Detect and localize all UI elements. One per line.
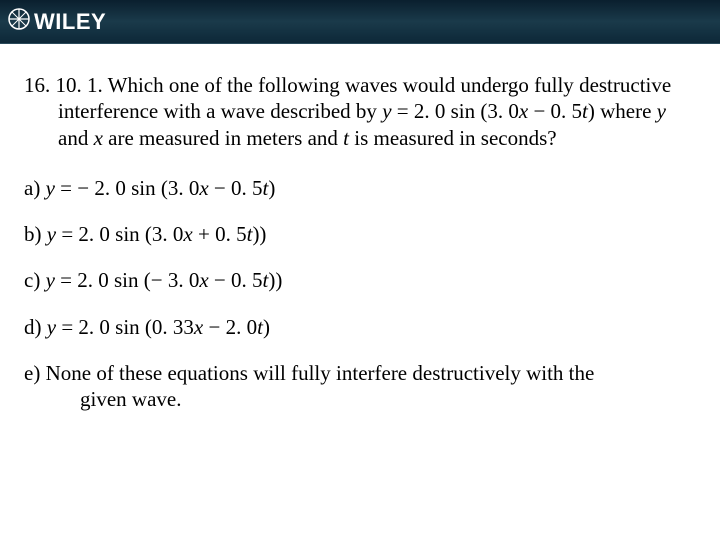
wiley-icon <box>8 8 30 36</box>
question-text: 16. 10. 1. Which one of the following wa… <box>24 72 696 151</box>
option-a: a) y = − 2. 0 sin (3. 0x − 0. 5t) <box>24 175 696 201</box>
option-d: d) y = 2. 0 sin (0. 33x − 2. 0t) <box>24 314 696 340</box>
brand-text: WILEY <box>34 9 106 35</box>
option-d-label: d) <box>24 315 47 339</box>
option-c-label: c) <box>24 268 46 292</box>
option-e-text1: None of these equations will fully inter… <box>46 361 595 385</box>
option-c: c) y = 2. 0 sin (− 3. 0x − 0. 5t)) <box>24 267 696 293</box>
header-bar: WILEY <box>0 0 720 44</box>
option-b: b) y = 2. 0 sin (3. 0x + 0. 5t)) <box>24 221 696 247</box>
options-list: a) y = − 2. 0 sin (3. 0x − 0. 5t) b) y =… <box>24 175 696 413</box>
slide-content: 16. 10. 1. Which one of the following wa… <box>0 44 720 412</box>
option-a-label: a) <box>24 176 46 200</box>
question-line4: seconds? <box>481 126 557 150</box>
option-e-text2: given wave. <box>52 386 696 412</box>
brand-logo: WILEY <box>8 8 106 36</box>
option-e-label: e) <box>24 361 46 385</box>
option-e: e) None of these equations will fully in… <box>24 360 696 413</box>
question-line1: 16. 10. 1. Which one of the following wa… <box>24 73 574 97</box>
option-b-label: b) <box>24 222 47 246</box>
